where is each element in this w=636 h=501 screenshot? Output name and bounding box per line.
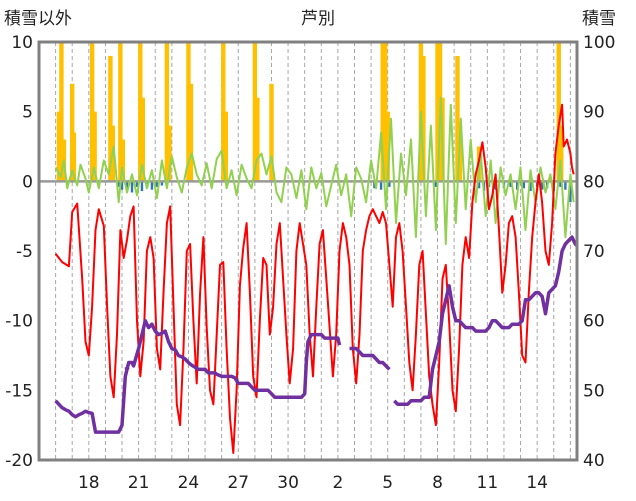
left-tick-label: -5: [16, 242, 33, 262]
precip-bar: [380, 42, 385, 182]
negative-bar: [477, 181, 481, 189]
x-tick-label: 30: [277, 473, 299, 493]
negative-bar: [125, 181, 129, 189]
left-tick-labels: 10 5 0 -5 -10 -15 -20: [5, 33, 33, 471]
negative-bar: [120, 181, 124, 190]
precip-bar: [223, 111, 229, 182]
right-tick-label: 70: [583, 242, 605, 262]
snow-depth-line: [349, 346, 391, 371]
x-tick-labels: 18 21 24 27 30 2 5 8 11 14: [78, 473, 548, 493]
precip-bar: [221, 42, 226, 182]
negative-bar: [516, 181, 519, 190]
precip-bar: [138, 42, 143, 182]
negative-bar: [130, 181, 134, 193]
precip-bar: [92, 111, 97, 182]
precip-bar: [385, 111, 390, 182]
negative-bar: [117, 181, 120, 187]
precip-bar: [140, 97, 145, 182]
precip-bar: [167, 125, 172, 182]
right-tick-label: 80: [583, 172, 605, 192]
x-tick-label: 11: [477, 473, 499, 493]
x-tick-label: 27: [227, 473, 249, 493]
right-tick-label: 40: [583, 451, 605, 471]
negative-bar: [388, 181, 391, 187]
precip-bar: [89, 42, 95, 182]
precip-bar: [164, 42, 170, 182]
precip-bar: [120, 139, 126, 182]
left-tick-label: 5: [22, 103, 33, 123]
right-tick-label: 90: [583, 103, 605, 123]
plot-area: [39, 42, 577, 454]
vertical-grid: [55, 42, 571, 460]
precip-bar: [108, 55, 113, 182]
precip-bar: [186, 42, 191, 182]
chart-title: 芦別: [301, 9, 335, 29]
negative-bar: [569, 181, 572, 203]
negative-bar: [373, 181, 376, 189]
left-tick-label: 10: [11, 33, 33, 53]
precip-bar: [56, 111, 62, 182]
precip-bar: [435, 42, 440, 182]
precip-bar: [556, 42, 561, 182]
snow-depth-line: [124, 365, 130, 371]
right-axis-title: 積雪: [582, 9, 616, 29]
x-tick-label: 8: [432, 473, 443, 493]
precip-bar: [188, 83, 194, 182]
plot-frame: [37, 40, 579, 462]
right-tick-label: 100: [583, 33, 615, 53]
x-tick-label: 21: [128, 473, 150, 493]
negative-bar: [434, 181, 438, 187]
precip-bar: [269, 83, 274, 182]
negative-bar: [522, 181, 526, 189]
left-axis-title: 積雪以外: [4, 9, 72, 29]
left-tick-label: 0: [22, 172, 33, 192]
left-tick-label: -20: [5, 451, 33, 471]
snow-depth-line: [393, 235, 577, 407]
x-tick-label: 5: [382, 473, 393, 493]
negative-bar: [155, 181, 159, 187]
precip-bar: [252, 42, 258, 182]
snow-depth-line: [54, 318, 342, 434]
negative-bar: [559, 181, 562, 187]
plot-content: [39, 42, 577, 454]
right-tick-labels: 100 90 80 70 60 50 40: [583, 33, 615, 471]
x-tick-label: 18: [78, 473, 100, 493]
temperature-line: [54, 103, 575, 454]
negative-bar: [160, 181, 164, 186]
x-tick-label: 14: [526, 473, 548, 493]
left-tick-label: -10: [5, 312, 33, 332]
negative-bar: [135, 181, 139, 187]
precip-bar: [421, 55, 426, 182]
right-tick-label: 50: [583, 381, 605, 401]
left-tick-label: -15: [5, 381, 33, 401]
precip-bar: [255, 97, 260, 182]
precip-bar: [71, 132, 77, 182]
precip-bar: [455, 55, 460, 182]
precip-bar: [118, 42, 123, 182]
negative-bar: [540, 181, 544, 190]
negative-bar: [379, 181, 383, 190]
negative-bar: [529, 181, 532, 192]
precip-bar: [383, 42, 388, 182]
precip-bar: [59, 42, 64, 182]
x-tick-label: 24: [178, 473, 200, 493]
x-tick-label: 2: [332, 473, 343, 493]
negative-bar: [150, 181, 154, 190]
negative-bar: [564, 181, 567, 190]
negative-bar: [140, 181, 144, 192]
right-tick-label: 60: [583, 312, 605, 332]
negative-bar: [509, 181, 512, 187]
precip-bar: [559, 125, 564, 182]
